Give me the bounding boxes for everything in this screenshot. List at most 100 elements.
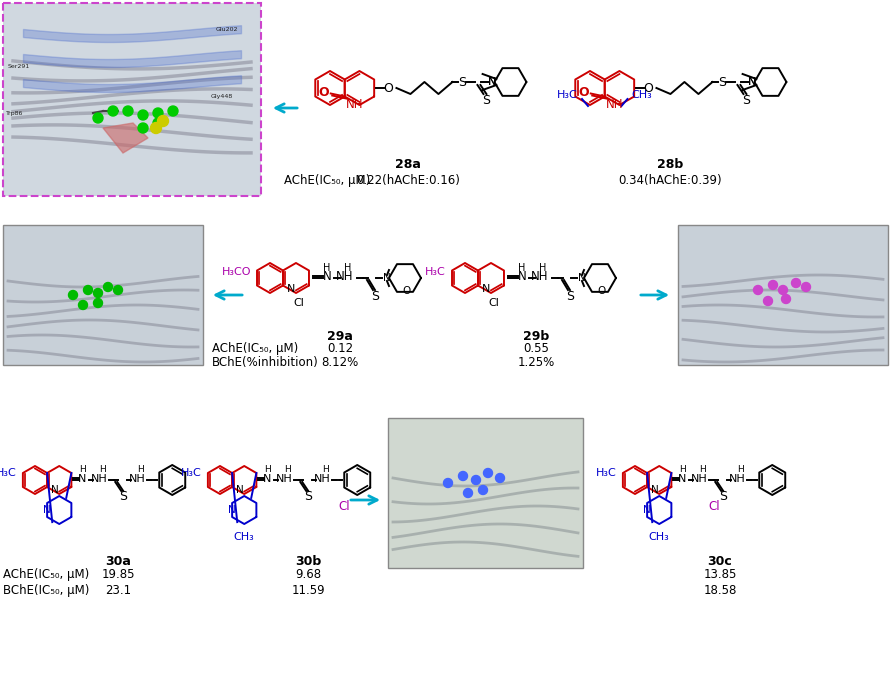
Text: N: N: [488, 77, 497, 87]
Circle shape: [781, 295, 790, 304]
Text: H: H: [323, 263, 331, 273]
Text: O: O: [598, 286, 606, 296]
Circle shape: [472, 475, 481, 485]
Text: Ser291: Ser291: [8, 64, 30, 69]
Text: N: N: [483, 284, 491, 293]
Text: N: N: [651, 485, 659, 495]
Text: 30b: 30b: [295, 555, 321, 568]
Circle shape: [94, 299, 103, 308]
Text: AChE(IC₅₀, μM): AChE(IC₅₀, μM): [212, 342, 298, 355]
Circle shape: [153, 118, 163, 128]
Text: AChE(IC₅₀, μM): AChE(IC₅₀, μM): [3, 568, 89, 581]
Text: 29a: 29a: [327, 330, 353, 343]
Bar: [3, 225, 203, 365]
Text: CH₃: CH₃: [648, 532, 670, 542]
Text: N: N: [517, 270, 526, 284]
Circle shape: [764, 297, 772, 306]
Text: N: N: [488, 77, 497, 87]
Text: O: O: [403, 286, 411, 296]
Text: O: O: [578, 86, 589, 99]
Text: N: N: [287, 284, 295, 293]
Text: 13.85: 13.85: [703, 568, 737, 581]
Text: 28a: 28a: [395, 158, 421, 171]
Text: 0.34(hAChE:0.39): 0.34(hAChE:0.39): [618, 174, 722, 187]
Circle shape: [138, 110, 148, 120]
Text: N: N: [78, 474, 87, 484]
Circle shape: [168, 106, 178, 116]
Text: CH₃: CH₃: [234, 532, 254, 542]
Text: 0.22(hAChE:0.16): 0.22(hAChE:0.16): [356, 174, 460, 187]
Text: H: H: [322, 466, 328, 475]
Circle shape: [78, 301, 87, 310]
Circle shape: [754, 285, 763, 295]
Circle shape: [94, 289, 103, 297]
Bar: [388, 418, 583, 568]
Text: 1.25%: 1.25%: [517, 356, 555, 369]
Circle shape: [153, 108, 163, 118]
Bar: [678, 225, 888, 365]
Text: N: N: [643, 505, 651, 515]
Text: AChE(IC₅₀, μM): AChE(IC₅₀, μM): [284, 174, 370, 187]
Text: 8.12%: 8.12%: [321, 356, 359, 369]
Text: H: H: [99, 466, 105, 475]
Text: H: H: [679, 466, 686, 475]
Bar: [3, 3, 261, 196]
Text: 0.12: 0.12: [327, 342, 353, 355]
Text: N: N: [383, 273, 391, 283]
Text: H: H: [344, 263, 351, 273]
Text: H: H: [698, 466, 706, 475]
Polygon shape: [103, 123, 148, 153]
Circle shape: [108, 106, 118, 116]
Text: H: H: [284, 466, 291, 475]
Text: S: S: [742, 94, 750, 107]
Text: 19.85: 19.85: [102, 568, 135, 581]
Text: O: O: [643, 81, 653, 94]
Text: N: N: [678, 474, 687, 484]
Text: NH: NH: [729, 474, 746, 484]
Text: S: S: [718, 75, 726, 88]
Text: S: S: [120, 490, 128, 504]
Circle shape: [138, 123, 148, 133]
Circle shape: [802, 282, 811, 291]
Text: BChE(%inhibition): BChE(%inhibition): [212, 356, 318, 369]
Text: S: S: [304, 490, 312, 504]
Text: 9.68: 9.68: [295, 568, 321, 581]
Text: 11.59: 11.59: [291, 584, 325, 597]
Text: 23.1: 23.1: [105, 584, 131, 597]
Text: N: N: [43, 505, 51, 515]
Text: H: H: [737, 466, 744, 475]
Circle shape: [158, 115, 169, 126]
Text: 30a: 30a: [105, 555, 131, 568]
Text: S: S: [719, 490, 727, 504]
Circle shape: [113, 285, 122, 295]
Text: Glu202: Glu202: [216, 27, 238, 32]
Text: O: O: [384, 81, 393, 94]
Text: H: H: [264, 466, 270, 475]
Text: N: N: [236, 485, 244, 495]
Text: S: S: [483, 94, 491, 107]
Text: S: S: [371, 289, 379, 303]
Circle shape: [464, 488, 473, 498]
Circle shape: [779, 285, 788, 295]
Circle shape: [151, 122, 161, 134]
Circle shape: [478, 485, 488, 494]
Text: Gly448: Gly448: [211, 94, 233, 99]
Circle shape: [93, 113, 103, 123]
Text: NH: NH: [314, 474, 331, 484]
Text: O: O: [318, 86, 329, 99]
Bar: [678, 225, 888, 365]
Circle shape: [84, 285, 93, 295]
Text: CH₃: CH₃: [632, 90, 652, 100]
Text: H: H: [136, 466, 144, 475]
Text: NH: NH: [345, 98, 363, 111]
Circle shape: [495, 473, 505, 483]
Text: N: N: [51, 485, 59, 495]
Text: NH: NH: [532, 270, 549, 284]
Bar: [388, 418, 583, 568]
Text: NH: NH: [336, 270, 354, 284]
Text: Cl: Cl: [293, 298, 304, 308]
Text: H: H: [78, 466, 86, 475]
Circle shape: [458, 471, 467, 481]
Text: NH: NH: [91, 474, 108, 484]
Text: 28b: 28b: [657, 158, 683, 171]
